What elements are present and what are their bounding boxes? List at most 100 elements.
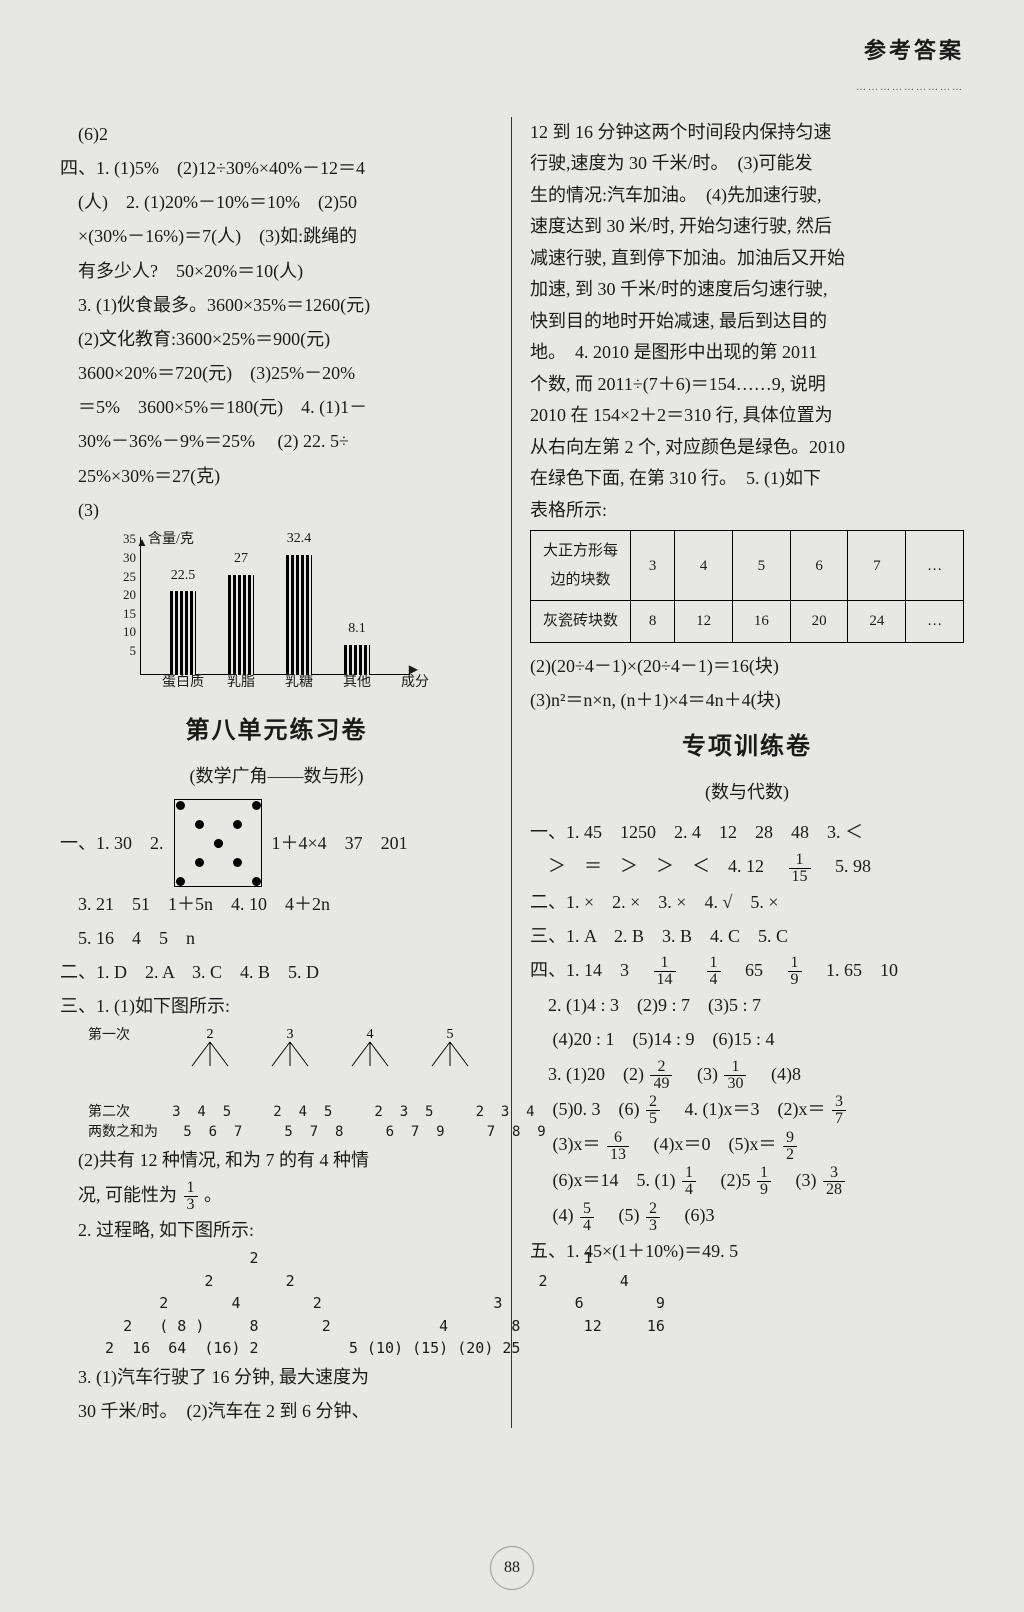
text-line: 3600×20%＝720(元) (3)25%－20% [60, 356, 493, 390]
table-cell: 24 [848, 601, 906, 643]
unit-title: 专项训练卷 [530, 725, 964, 771]
fraction: 14 [707, 955, 721, 988]
dot [214, 839, 223, 848]
fraction: 54 [580, 1201, 594, 1234]
text-span: (2)5 [702, 1170, 755, 1190]
chart-bar [228, 575, 254, 675]
text-line: 生的情况:汽车加油。 (4)先加速行驶, [530, 180, 964, 212]
text-line: 况, 可能性为 13 。 [60, 1178, 493, 1213]
chart-bar-label: 8.1 [337, 616, 377, 643]
answer-table: 大正方形每边的块数 3 4 5 6 7 … 灰瓷砖块数 8 12 16 20 2… [530, 530, 964, 643]
chart-bar-label: 27 [221, 546, 261, 573]
text-span [682, 960, 700, 980]
text-span: 1＋4×4 37 201 [272, 826, 408, 860]
text-line: 快到目的地时开始减速, 最后到达目的 [530, 306, 964, 338]
column-right: 12 到 16 分钟这两个时间段内保持匀速 行驶,速度为 30 千米/时。 (3… [512, 117, 964, 1428]
text-line: 3. 21 51 1＋5n 4. 10 4＋2n [60, 887, 493, 921]
dot [233, 858, 242, 867]
text-line: 3. (1)伙食最多。3600×35%＝1260(元) [60, 288, 493, 322]
tree-row: 第二次 3 4 5 2 4 5 2 3 5 2 3 4 [88, 1103, 493, 1121]
fraction: 14 [682, 1165, 696, 1198]
text-line: 在绿色下面, 在第 310 行。 5. (1)如下 [530, 463, 964, 495]
text-span: (4)x＝0 (5)x＝ [636, 1134, 777, 1154]
chart-bar [170, 591, 196, 675]
text-line: 速度达到 30 米/时, 开始匀速行驶, 然后 [530, 211, 964, 243]
fraction: 130 [724, 1059, 746, 1092]
table-cell: 16 [732, 601, 790, 643]
dot [195, 820, 204, 829]
chart-axis-y [140, 537, 141, 675]
dot [195, 858, 204, 867]
number-triangles: 2 1 2 2 2 4 2 4 2 3 6 9 2 ( 8 ) 8 2 [96, 1247, 493, 1360]
text-line: 5. 16 4 5 n [60, 921, 493, 955]
text-span: (6)3 [667, 1205, 715, 1225]
chart-category: 乳脂 [216, 670, 266, 697]
table-header: 灰瓷砖块数 [531, 601, 631, 643]
table-cell: 5 [732, 531, 790, 601]
text-line: 有多少人? 50×20%＝10(人) [60, 254, 493, 288]
text-line: (5)0. 3 (6) 25 4. (1)x＝3 (2)x＝ 37 [530, 1092, 964, 1127]
text-line: (3)x＝ 613 (4)x＝0 (5)x＝ 92 [530, 1127, 964, 1162]
text-line: 四、1. 14 3 114 14 65 19 1. 65 10 [530, 953, 964, 988]
text-span: (3)x＝ [530, 1134, 601, 1154]
text-line: (3)n²＝n×n, (n＋1)×4＝4n＋4(块) [530, 683, 964, 717]
chart-bar [286, 555, 312, 675]
table-cell: 20 [790, 601, 848, 643]
text-span: 。 [204, 1185, 222, 1205]
text-line: 地。 4. 2010 是图形中出现的第 2011 [530, 337, 964, 369]
text-line: (2)文化教育:3600×25%＝900(元) [60, 322, 493, 356]
text-line: (4)20 : 1 (5)14 : 9 (6)15 : 4 [530, 1022, 964, 1056]
text-line: (2)(20÷4－1)×(20÷4－1)＝16(块) [530, 649, 964, 683]
text-line: 五、1. 45×(1＋10%)＝49. 5 [530, 1234, 964, 1268]
text-line: 从右向左第 2 个, 对应颜色是绿色。2010 [530, 432, 964, 464]
two-column-layout: (6)2 四、1. (1)5% (2)12÷30%×40%－12＝4 (人) 2… [60, 117, 964, 1428]
dot [252, 801, 261, 810]
text-line: 四、1. (1)5% (2)12÷30%×40%－12＝4 [60, 151, 493, 185]
text-span: (3) [777, 1170, 816, 1190]
bar-chart: 含量/克 ▲ ▶ 510152025303522.5蛋白质27乳脂32.4乳糖8… [100, 531, 420, 701]
text-line: (人) 2. (1)20%－10%＝10% (2)50 [60, 185, 493, 219]
text-line: (4) 54 (5) 23 (6)3 [530, 1198, 964, 1233]
text-line: 2. (1)4 : 3 (2)9 : 7 (3)5 : 7 [530, 988, 964, 1022]
text-line: (6)x＝14 5. (1) 14 (2)5 19 (3) 328 [530, 1163, 964, 1198]
fraction: 25 [646, 1094, 660, 1127]
fraction: 19 [757, 1165, 771, 1198]
chart-category: 乳糖 [274, 670, 324, 697]
chart-ylabel: 含量/克 [148, 527, 194, 554]
chart-category: 蛋白质 [158, 670, 208, 697]
text-span: (6)x＝14 5. (1) [530, 1170, 675, 1190]
fraction: 114 [654, 955, 676, 988]
text-line: 一、1. 30 2. 1＋4×4 37 201 [60, 799, 493, 887]
fraction: 249 [650, 1059, 672, 1092]
fraction: 23 [646, 1201, 660, 1234]
text-span: 一、1. 30 2. [60, 826, 164, 860]
text-line: 个数, 而 2011÷(7＋6)＝154……9, 说明 [530, 369, 964, 401]
text-line: 加速, 到 30 千米/时的速度后匀速行驶, [530, 274, 964, 306]
text-span: 65 [727, 960, 781, 980]
text-span: (5) [601, 1205, 640, 1225]
table-cell: 6 [790, 531, 848, 601]
text-line: (6)2 [60, 117, 493, 151]
table-cell: … [906, 601, 964, 643]
page-number: 88 [490, 1546, 534, 1590]
dot [176, 801, 185, 810]
header-rule: ……………………… [60, 78, 964, 97]
text-line: 3. (1)20 (2) 249 (3) 130 (4)8 [530, 1057, 964, 1092]
text-line: 2010 在 154×2＋2＝310 行, 具体位置为 [530, 400, 964, 432]
text-span: 况, 可能性为 [60, 1185, 177, 1205]
text-span: 四、1. 14 3 [530, 960, 647, 980]
text-span: (4)8 [753, 1064, 801, 1084]
text-line: 行驶,速度为 30 千米/时。 (3)可能发 [530, 148, 964, 180]
text-span: 3. (1)20 (2) [530, 1064, 644, 1084]
text-line: ×(30%－16%)＝7(人) (3)如:跳绳的 [60, 219, 493, 253]
fraction: 328 [823, 1165, 845, 1198]
text-span: (5)0. 3 (6) [530, 1099, 639, 1119]
text-line: 减速行驶, 直到停下加油。加油后又开始 [530, 243, 964, 275]
text-line: 三、1. (1)如下图所示: [60, 989, 493, 1023]
tree-row: 两数之和为 5 6 7 5 7 8 6 7 9 7 8 9 [88, 1123, 493, 1141]
fraction: 37 [832, 1094, 846, 1127]
text-line: 30 千米/时。 (2)汽车在 2 到 6 分钟、 [60, 1394, 493, 1428]
chart-xlabel: 成分 [390, 670, 440, 697]
text-line: (2)共有 12 种情况, 和为 7 的有 4 种情 [60, 1143, 493, 1177]
table-row: 灰瓷砖块数 8 12 16 20 24 … [531, 601, 964, 643]
